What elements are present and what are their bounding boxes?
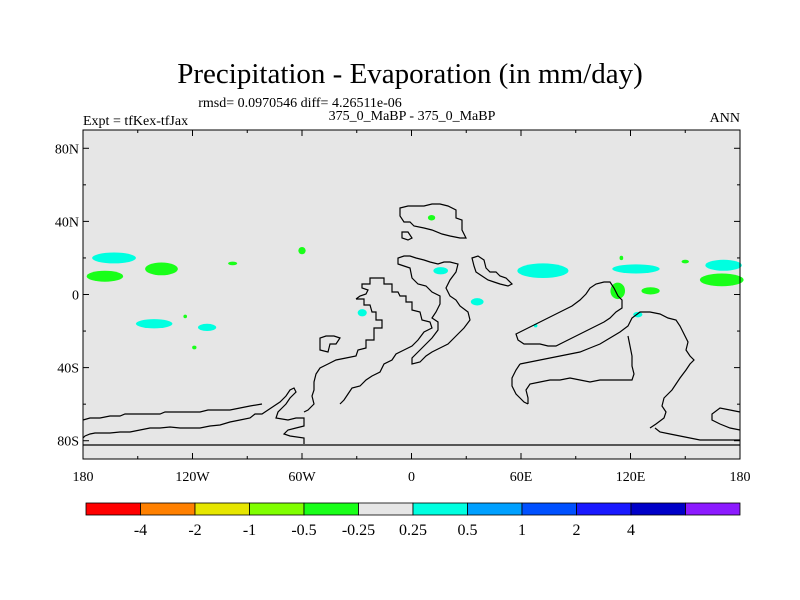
y-tick-label-3: 40S (57, 362, 79, 377)
colorbar-swatch-10 (630, 502, 686, 516)
map-background (83, 130, 740, 459)
figure-title: Precipitation - Evaporation (in mm/day) (177, 58, 643, 90)
anomaly-patch-3 (228, 261, 238, 266)
colorbar-label-1: -2 (188, 522, 201, 539)
colorbar-label-6: 0.5 (458, 522, 478, 539)
colorbar-swatch-3 (249, 502, 305, 516)
x-tick-label-1: 120W (175, 470, 210, 485)
coastline-east-continent (471, 255, 514, 287)
colorbar-swatch-11 (685, 502, 741, 516)
anomaly-patch-21 (705, 259, 742, 271)
colorbar: -4 -2 -1 -0.5 -0.25 0.25 0.5 1 2 4 (85, 502, 741, 539)
anomaly-patch-9 (357, 309, 367, 317)
anomaly-patch-11 (433, 267, 449, 275)
anomaly-patch-6 (197, 323, 217, 332)
anomaly-patch-2 (145, 262, 178, 276)
coastline-antarctica (82, 387, 740, 446)
x-tick-label-6: 180 (730, 470, 751, 485)
anomaly-patch-20 (681, 259, 689, 264)
colorbar-swatch-8 (521, 502, 577, 516)
colorbar-swatch-4 (303, 502, 359, 516)
stats-label: rmsd= 0.0970546 diff= 4.26511e-06 (198, 96, 402, 111)
y-tick-label-0: 80N (55, 142, 79, 157)
anomaly-patch-8 (192, 345, 197, 350)
colorbar-swatch-2 (194, 502, 250, 516)
y-tick-label-2: 0 (72, 289, 79, 304)
colorbar-label-5: 0.25 (399, 522, 427, 539)
anomaly-layer (86, 214, 744, 350)
colorbar-swatch-9 (576, 502, 632, 516)
experiment-label: Expt = tfKex-tfJax (83, 114, 188, 129)
x-tick-label-4: 60E (510, 470, 533, 485)
anomaly-patch-17 (612, 264, 660, 274)
x-tick-label-5: 120E (616, 470, 646, 485)
colorbar-swatch-0 (85, 502, 141, 516)
x-tick-label-3: 0 (408, 470, 415, 485)
coastline-africa (397, 255, 471, 365)
colorbar-label-8: 2 (573, 522, 581, 539)
colorbar-swatch-7 (467, 502, 523, 516)
season-label: ANN (710, 111, 740, 126)
anomaly-patch-13 (517, 263, 569, 279)
period-label: 375_0_MaBP - 375_0_MaBP (329, 109, 496, 124)
coastline-southeast-continent (515, 281, 623, 347)
colorbar-label-3: -0.5 (291, 522, 316, 539)
x-tick-label-2: 60W (288, 470, 316, 485)
anomaly-patch-12 (470, 298, 484, 306)
anomaly-patch-5 (135, 319, 173, 329)
anomaly-patch-0 (92, 252, 136, 264)
anomaly-patch-4 (298, 246, 306, 255)
colorbar-label-4: -0.25 (342, 522, 375, 539)
anomaly-patch-15 (610, 282, 626, 300)
coastline-south-continent (511, 311, 695, 429)
anomaly-patch-10 (427, 214, 436, 221)
continent-outlines (82, 203, 741, 446)
coastline-south-america-outer (319, 335, 341, 353)
anomaly-patch-18 (641, 287, 660, 295)
colorbar-swatch-6 (412, 502, 468, 516)
colorbar-label-7: 1 (518, 522, 526, 539)
y-tick-label-1: 40N (55, 215, 79, 230)
colorbar-label-2: -1 (243, 522, 256, 539)
colorbar-swatch-5 (358, 502, 414, 516)
anomaly-patch-1 (86, 270, 124, 282)
colorbar-label-9: 4 (627, 522, 635, 539)
colorbar-swatch-1 (140, 502, 196, 516)
coastline-north-continent (399, 203, 467, 241)
x-tick-label-0: 180 (73, 470, 94, 485)
anomaly-patch-7 (183, 314, 188, 319)
coastline-antarctica-east (654, 407, 741, 441)
anomaly-patch-16 (619, 255, 624, 261)
axis-ticks: 180 120W 60W 0 60E 120E 180 80N 40N 0 40S 80S (55, 130, 751, 485)
coastline-south-america (303, 277, 433, 413)
anomaly-patch-22 (699, 273, 744, 287)
colorbar-label-0: -4 (134, 522, 147, 539)
y-tick-label-4: 80S (57, 435, 79, 450)
